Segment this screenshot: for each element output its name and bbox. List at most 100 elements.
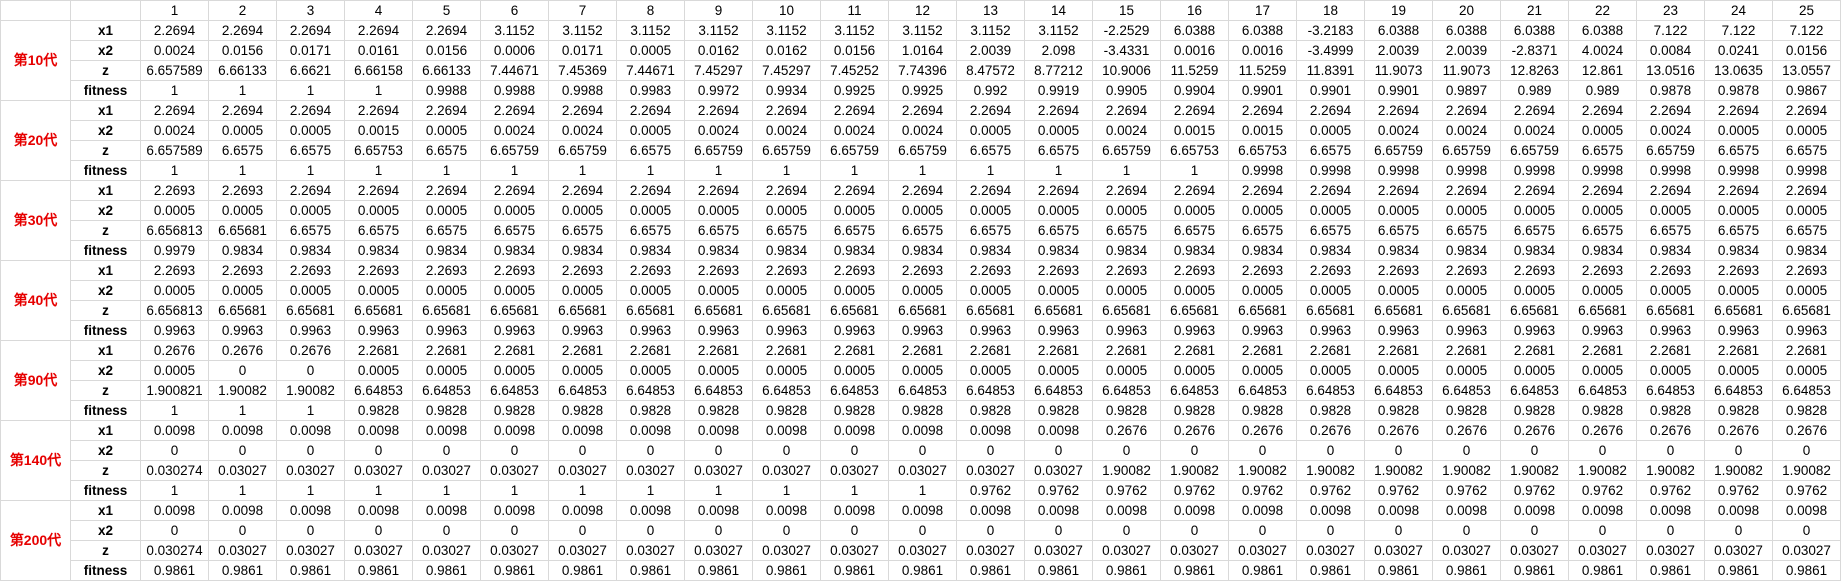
data-cell[interactable]: 1 — [140, 400, 209, 421]
data-cell[interactable]: 6.65681 — [548, 300, 617, 321]
data-cell[interactable]: 7.122 — [1704, 20, 1773, 41]
data-cell[interactable]: 0 — [684, 440, 753, 461]
data-cell[interactable]: 3.1152 — [684, 20, 753, 41]
data-cell[interactable]: 6.64853 — [412, 380, 481, 401]
data-cell[interactable]: 1 — [276, 400, 345, 421]
data-cell[interactable]: 0.0098 — [956, 500, 1025, 521]
data-cell[interactable]: 0.0005 — [1636, 200, 1705, 221]
data-cell[interactable]: 2.2694 — [1704, 100, 1773, 121]
column-header[interactable]: 24 — [1704, 0, 1773, 21]
data-cell[interactable]: 2.2694 — [412, 100, 481, 121]
data-cell[interactable]: 0.2676 — [1364, 420, 1433, 441]
data-cell[interactable]: 0 — [1772, 440, 1841, 461]
data-cell[interactable]: 0.0015 — [1228, 120, 1297, 141]
data-cell[interactable]: 0.9828 — [1296, 400, 1365, 421]
data-cell[interactable]: 0.0024 — [1432, 120, 1501, 141]
data-cell[interactable]: 0.9998 — [1636, 160, 1705, 181]
data-cell[interactable]: 0.2676 — [1160, 420, 1229, 441]
data-cell[interactable]: 0 — [1364, 520, 1433, 541]
data-cell[interactable]: 6.6575 — [548, 220, 617, 241]
data-cell[interactable]: 7.122 — [1772, 20, 1841, 41]
data-cell[interactable]: 6.64853 — [1568, 380, 1637, 401]
data-cell[interactable]: 13.0516 — [1636, 60, 1705, 81]
data-cell[interactable]: 6.0388 — [1160, 20, 1229, 41]
data-cell[interactable]: 0.9998 — [1364, 160, 1433, 181]
data-cell[interactable]: 6.66133 — [208, 60, 277, 81]
data-cell[interactable]: 0 — [1296, 520, 1365, 541]
data-cell[interactable]: 0.9834 — [1636, 240, 1705, 261]
data-cell[interactable]: 0.0024 — [1500, 120, 1569, 141]
data-cell[interactable]: 0.0005 — [1092, 360, 1161, 381]
data-cell[interactable]: 0.9925 — [888, 80, 957, 101]
data-cell[interactable]: 2.2681 — [1160, 340, 1229, 361]
data-cell[interactable]: 0.9934 — [752, 80, 821, 101]
data-cell[interactable]: 2.2681 — [1500, 340, 1569, 361]
data-cell[interactable]: 6.65759 — [548, 140, 617, 161]
variable-label[interactable]: x2 — [70, 360, 141, 381]
data-cell[interactable]: 1 — [684, 480, 753, 501]
data-cell[interactable]: 2.2694 — [344, 20, 413, 41]
column-header[interactable]: 2 — [208, 0, 277, 21]
data-cell[interactable]: 11.9073 — [1364, 60, 1433, 81]
data-cell[interactable]: 0.0005 — [1704, 120, 1773, 141]
data-cell[interactable]: 2.2694 — [752, 180, 821, 201]
data-cell[interactable]: 2.2694 — [276, 100, 345, 121]
data-cell[interactable]: 0.0084 — [1636, 40, 1705, 61]
data-cell[interactable]: 0.9762 — [1500, 480, 1569, 501]
data-cell[interactable]: 3.1152 — [752, 20, 821, 41]
data-cell[interactable]: 0.9861 — [140, 560, 209, 581]
generation-label[interactable]: 第200代 — [0, 500, 71, 581]
data-cell[interactable]: 0.9828 — [1432, 400, 1501, 421]
data-cell[interactable]: 0.9834 — [1228, 240, 1297, 261]
data-cell[interactable]: 0.0005 — [140, 280, 209, 301]
data-cell[interactable]: 0.0006 — [480, 40, 549, 61]
data-cell[interactable]: 0.9834 — [1432, 240, 1501, 261]
data-cell[interactable]: 6.6575 — [1704, 140, 1773, 161]
data-cell[interactable]: 2.2694 — [1092, 100, 1161, 121]
data-cell[interactable]: 2.2694 — [276, 20, 345, 41]
data-cell[interactable]: 6.65681 — [1772, 300, 1841, 321]
data-cell[interactable]: 0.03027 — [1024, 540, 1093, 561]
data-cell[interactable]: 0.9828 — [1092, 400, 1161, 421]
data-cell[interactable]: 6.6621 — [276, 60, 345, 81]
data-cell[interactable]: 1 — [208, 80, 277, 101]
data-cell[interactable]: 0.9861 — [888, 560, 957, 581]
data-cell[interactable]: 0.0024 — [480, 120, 549, 141]
data-cell[interactable]: 0.03027 — [412, 540, 481, 561]
data-cell[interactable]: 0.9834 — [1704, 240, 1773, 261]
data-cell[interactable]: 0.9828 — [1024, 400, 1093, 421]
generation-label[interactable]: 第40代 — [0, 260, 71, 341]
data-cell[interactable]: 6.65753 — [1228, 140, 1297, 161]
data-cell[interactable]: 6.6575 — [1636, 220, 1705, 241]
data-cell[interactable]: 0.9998 — [1432, 160, 1501, 181]
variable-label[interactable]: z — [70, 380, 141, 401]
data-cell[interactable]: 2.2681 — [412, 340, 481, 361]
data-cell[interactable]: 2.2693 — [1024, 260, 1093, 281]
data-cell[interactable]: 0 — [1092, 520, 1161, 541]
data-cell[interactable]: 0.0005 — [344, 280, 413, 301]
data-cell[interactable]: -3.4999 — [1296, 40, 1365, 61]
data-cell[interactable]: 0.0005 — [1296, 360, 1365, 381]
data-cell[interactable]: 2.2694 — [1024, 180, 1093, 201]
data-cell[interactable]: 1 — [480, 160, 549, 181]
data-cell[interactable]: 0 — [1160, 440, 1229, 461]
data-cell[interactable]: 6.6575 — [616, 140, 685, 161]
data-cell[interactable]: 6.6575 — [344, 220, 413, 241]
data-cell[interactable]: 13.0635 — [1704, 60, 1773, 81]
data-cell[interactable]: 0.0005 — [752, 280, 821, 301]
data-cell[interactable]: 0.9861 — [1092, 560, 1161, 581]
data-cell[interactable]: 2.2693 — [956, 260, 1025, 281]
data-cell[interactable]: 0.989 — [1500, 80, 1569, 101]
data-cell[interactable]: 0.0005 — [616, 200, 685, 221]
data-cell[interactable]: 0.9834 — [616, 240, 685, 261]
data-cell[interactable]: 3.1152 — [480, 20, 549, 41]
data-cell[interactable]: 0.9904 — [1160, 80, 1229, 101]
data-cell[interactable]: 0.0005 — [1704, 200, 1773, 221]
data-cell[interactable]: 6.65753 — [1160, 140, 1229, 161]
data-cell[interactable]: 0.0005 — [548, 360, 617, 381]
data-cell[interactable]: 1 — [276, 80, 345, 101]
data-cell[interactable]: 6.65681 — [888, 300, 957, 321]
data-cell[interactable]: 7.122 — [1636, 20, 1705, 41]
data-cell[interactable]: 0.2676 — [1772, 420, 1841, 441]
data-cell[interactable]: 0.9828 — [412, 400, 481, 421]
